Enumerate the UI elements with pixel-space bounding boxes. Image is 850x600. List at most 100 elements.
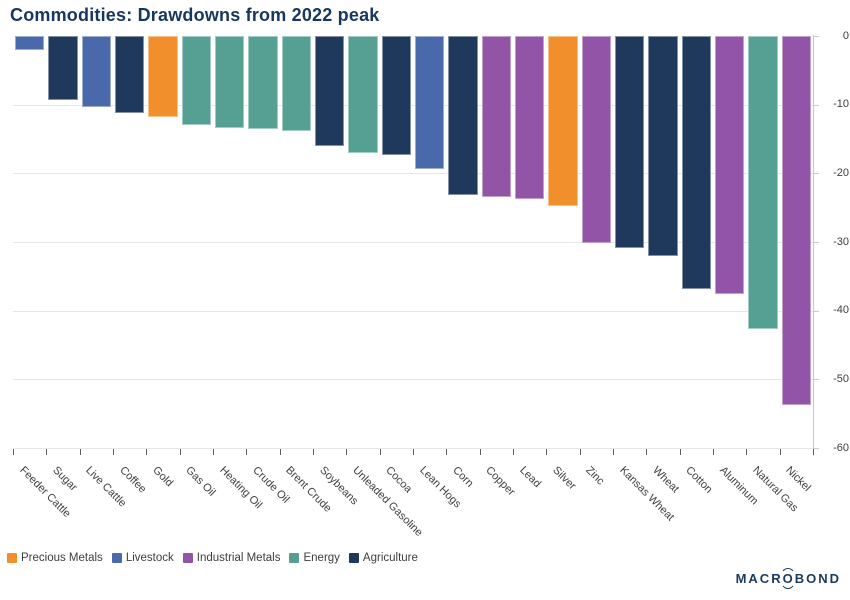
gridline--20: [13, 173, 813, 175]
x-tick-8: [279, 449, 281, 455]
x-tick-17: [579, 449, 581, 455]
x-label-gold: Gold: [150, 464, 176, 490]
x-tick-22: [746, 449, 748, 455]
legend-item-industrial-metals: Industrial Metals: [182, 552, 281, 564]
x-tick-19: [646, 449, 648, 455]
x-tick-23: [779, 449, 781, 455]
logo-text-pre: MACR: [735, 571, 783, 586]
bar-copper: [481, 36, 511, 197]
gridline--40: [13, 310, 813, 312]
x-label-cocoa: Cocoa: [383, 464, 415, 496]
legend-label-industrial-metals: Industrial Metals: [196, 552, 281, 564]
x-tick-14: [479, 449, 481, 455]
bar-brent-crude: [281, 36, 311, 131]
bar-natural-gas: [748, 36, 778, 329]
legend-item-agriculture: Agriculture: [348, 552, 418, 564]
legend-swatch-agriculture: [348, 553, 359, 563]
logo-orbit-o: O: [780, 567, 796, 589]
y-tick--20: [814, 173, 819, 175]
bar-cotton: [681, 36, 711, 289]
x-label-lead: Lead: [516, 464, 543, 491]
legend-swatch-industrial-metals: [182, 553, 193, 563]
chart-legend: Precious Metals Livestock Industrial Metal…: [7, 552, 418, 564]
legend-swatch-precious-metals: [7, 553, 17, 563]
gridline--60: [13, 448, 813, 449]
x-label-corn: Corn: [450, 464, 476, 490]
x-tick-6: [213, 449, 214, 455]
gridline--10: [13, 104, 813, 106]
y-tick-label--20: -20: [833, 166, 849, 179]
legend-item-energy: Energy: [289, 552, 340, 564]
x-tick-5: [179, 449, 181, 455]
x-tick-13: [446, 449, 448, 455]
x-label-sugar: Sugar: [50, 464, 80, 494]
y-tick-label--40: -40: [833, 304, 849, 317]
x-tick-2: [79, 449, 81, 455]
x-tick-7: [246, 449, 248, 455]
x-tick-16: [546, 449, 548, 455]
x-tick-20: [679, 449, 681, 455]
y-tick-label--10: -10: [833, 98, 849, 111]
x-label-wheat: Wheat: [650, 464, 682, 496]
bar-live-cattle: [81, 36, 111, 107]
y-tick-label--30: -30: [833, 235, 849, 248]
y-tick--30: [814, 242, 819, 243]
x-label-copper: Copper: [483, 464, 518, 499]
bar-crude-oil: [248, 36, 278, 129]
bar-gold: [148, 36, 178, 118]
bar-aluminum: [715, 36, 745, 294]
bar-lead: [515, 36, 545, 200]
y-tick--40: [814, 310, 819, 312]
x-tick-11: [379, 449, 381, 455]
x-label-coffee: Coffee: [116, 464, 149, 496]
x-tick-1: [46, 449, 48, 455]
y-tick--60: [814, 448, 819, 449]
x-label-silver: Silver: [550, 464, 579, 493]
legend-label-precious-metals: Precious Metals: [21, 552, 103, 564]
x-tick-0: [13, 449, 14, 455]
bar-corn: [448, 36, 478, 196]
bar-nickel: [781, 36, 811, 406]
legend-item-livestock: Livestock: [111, 552, 174, 564]
legend-swatch-livestock: [111, 553, 122, 563]
x-label-zinc: Zinc: [583, 464, 607, 488]
legend-label-agriculture: Agriculture: [362, 552, 418, 564]
x-tick-15: [513, 449, 514, 455]
bar-unleaded-gasoline: [348, 36, 378, 154]
bar-feeder-cattle: [15, 36, 45, 50]
bar-wheat: [648, 36, 678, 257]
legend-swatch-energy: [289, 553, 300, 563]
x-tick-18: [613, 449, 614, 455]
y-axis: 0 -10 -20 -30 -40 -50 -60: [813, 30, 850, 456]
bar-kansas-wheat: [615, 36, 645, 249]
chart-title: Commodities: Drawdowns from 2022 peak: [10, 5, 380, 25]
legend-item-precious-metals: Precious Metals: [7, 552, 103, 564]
bar-coffee: [115, 36, 145, 113]
x-label-gas-oil: Gas Oil: [183, 464, 218, 499]
bar-gas-oil: [181, 36, 211, 125]
gridline--30: [13, 242, 813, 243]
plot-area: [13, 36, 813, 449]
legend-label-livestock: Livestock: [125, 552, 174, 564]
x-label-nickel: Nickel: [783, 464, 814, 494]
y-tick-label-0: 0: [842, 29, 849, 42]
x-tick-12: [413, 449, 414, 455]
bar-silver: [548, 36, 578, 207]
y-tick-label--60: -60: [833, 441, 849, 454]
x-axis-ticks: [13, 449, 814, 456]
x-tick-24: [813, 449, 814, 455]
bar-heating-oil: [215, 36, 245, 128]
bar-cocoa: [381, 36, 411, 156]
y-tick-0: [814, 36, 819, 37]
macrobond-logo: MACROBOND: [735, 567, 841, 589]
y-tick--50: [814, 379, 819, 381]
legend-label-energy: Energy: [303, 552, 340, 564]
x-label-cotton: Cotton: [683, 464, 715, 496]
y-axis-line: [813, 35, 814, 456]
x-tick-9: [313, 449, 314, 455]
x-tick-3: [113, 449, 114, 455]
bar-sugar: [48, 36, 78, 100]
bar-lean-hogs: [415, 36, 445, 170]
bar-zinc: [581, 36, 611, 243]
